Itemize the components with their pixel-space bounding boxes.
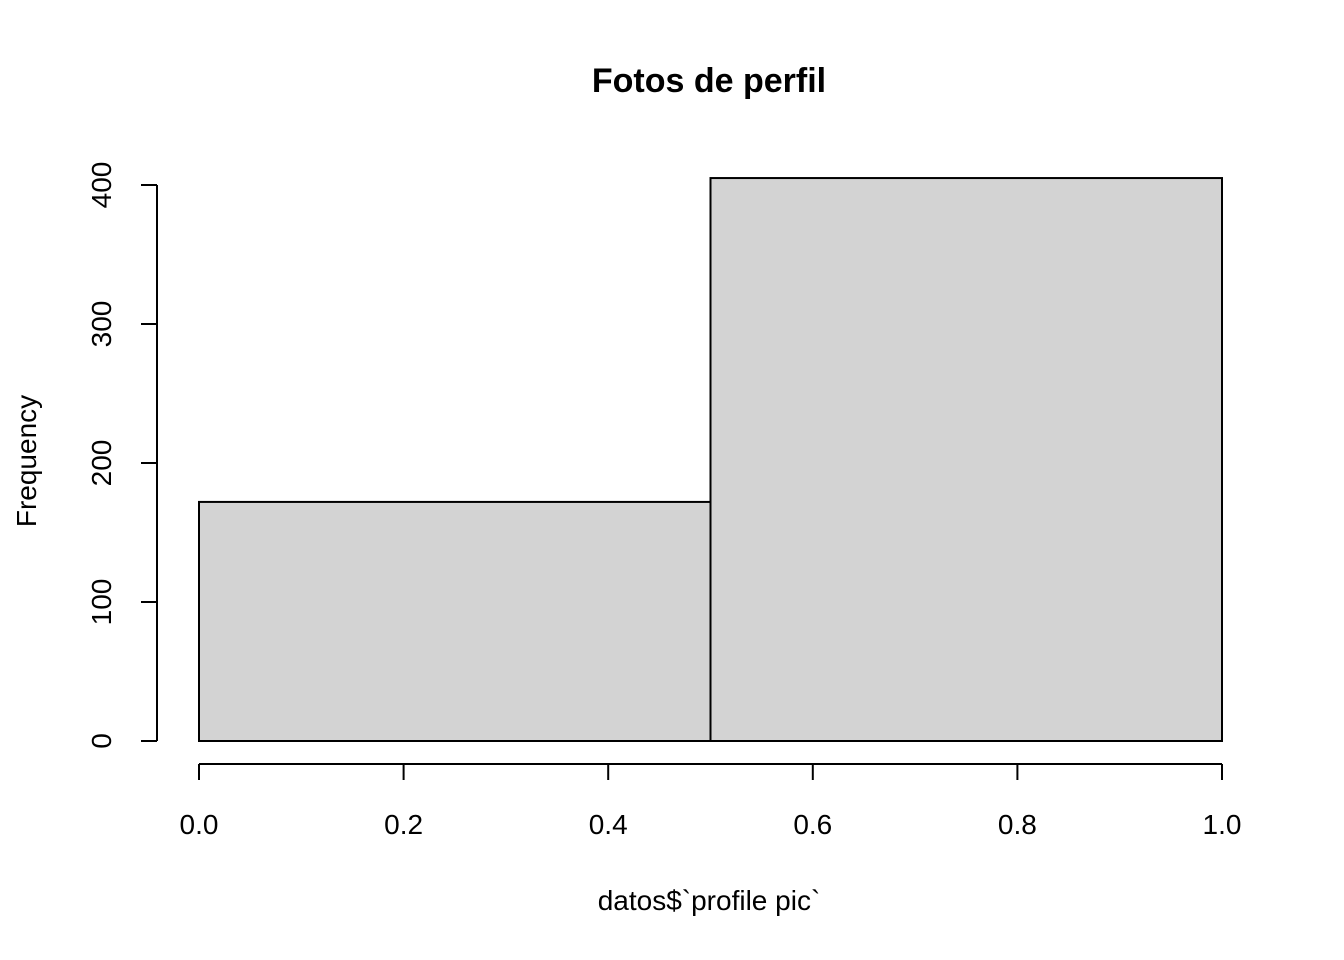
y-tick-label: 0 <box>86 733 117 749</box>
histogram-bar-2 <box>709 177 1223 743</box>
x-axis-label: datos$`profile pic` <box>598 885 821 916</box>
x-tick-label: 0.4 <box>589 809 628 840</box>
y-tick-label: 300 <box>86 301 117 348</box>
bars-group <box>198 177 1223 743</box>
y-tick-label: 400 <box>86 162 117 209</box>
x-axis: 0.0 0.2 0.4 0.6 0.8 1.0 <box>180 763 1242 840</box>
y-axis: 0 100 200 300 400 <box>86 162 158 749</box>
x-tick-label: 0.0 <box>180 809 219 840</box>
x-tick-label: 0.6 <box>793 809 832 840</box>
x-tick-label: 1.0 <box>1203 809 1242 840</box>
histogram-bar-1 <box>198 500 712 743</box>
y-tick-label: 200 <box>86 440 117 487</box>
y-axis-label: Frequency <box>11 395 42 527</box>
x-tick-label: 0.2 <box>384 809 423 840</box>
chart-title: Fotos de perfil <box>592 62 826 100</box>
x-tick-label: 0.8 <box>998 809 1037 840</box>
y-tick-label: 100 <box>86 579 117 626</box>
